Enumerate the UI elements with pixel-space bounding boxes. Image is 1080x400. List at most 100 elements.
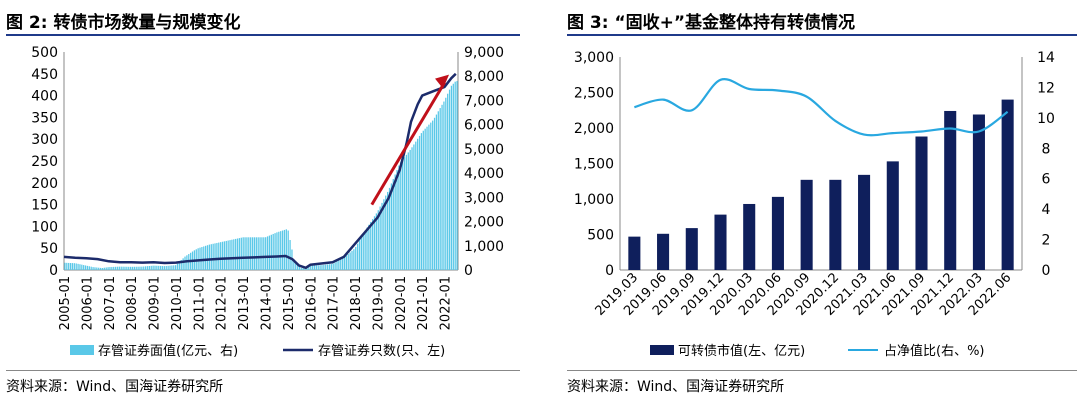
left-chart-bar xyxy=(387,191,389,270)
left-chart-left-tick-label: 200 xyxy=(31,176,58,192)
left-chart-bar xyxy=(154,265,156,270)
right-chart-title: 图 3: “固收+”基金整体持有转债情况 xyxy=(567,13,856,33)
left-chart-bar xyxy=(73,263,75,270)
left-chart-x-tick-label: 2017-01 xyxy=(327,276,342,330)
left-chart-bar xyxy=(113,266,115,270)
left-chart-bar xyxy=(180,260,182,270)
left-chart-bar xyxy=(413,144,415,270)
left-chart-bar xyxy=(236,238,239,270)
left-chart-bar xyxy=(366,227,368,270)
left-chart-bar xyxy=(88,266,90,270)
left-chart-right-tick-label: 3,000 xyxy=(464,190,504,206)
left-chart-bar xyxy=(135,266,137,270)
left-chart-bar xyxy=(77,263,79,270)
left-chart-bar xyxy=(229,240,231,270)
left-chart-bar xyxy=(400,162,402,270)
left-chart-bar xyxy=(141,266,143,270)
right-chart-bar xyxy=(944,110,957,271)
left-chart-bar xyxy=(426,126,428,271)
left-chart-x-tick-label: 2019-01 xyxy=(371,276,386,330)
left-chart-bar xyxy=(161,266,164,270)
left-chart-bar xyxy=(143,266,145,270)
left-chart-bar xyxy=(94,267,96,270)
right-chart-bar xyxy=(886,161,899,270)
left-chart-x-tick-label: 2022-01 xyxy=(439,276,454,330)
left-chart-bar xyxy=(261,237,263,270)
left-chart-bar xyxy=(158,265,160,270)
left-chart-bar xyxy=(66,262,68,270)
left-chart-bar xyxy=(295,263,297,270)
left-chart-x-tick-label: 2018-01 xyxy=(349,276,364,330)
left-chart-bar xyxy=(430,122,432,270)
left-chart-bar xyxy=(353,249,355,270)
left-chart-bar xyxy=(148,266,151,270)
left-chart-bar xyxy=(201,247,203,270)
left-chart-bar xyxy=(302,267,304,270)
left-chart-bar xyxy=(281,230,284,270)
left-chart-bar xyxy=(208,244,211,270)
left-chart-bar xyxy=(218,242,220,270)
right-chart-left-tick-label: 2,500 xyxy=(574,86,614,102)
left-chart-bar xyxy=(221,241,224,270)
left-chart-bar xyxy=(64,262,66,270)
right-chart-right-tick-label: 6 xyxy=(1042,172,1051,188)
left-chart-bar xyxy=(99,267,102,270)
left-chart-bar xyxy=(248,237,250,270)
left-chart-bar xyxy=(330,264,332,270)
left-chart-bar xyxy=(105,267,107,270)
left-chart-bar xyxy=(131,266,134,270)
left-chart-x-tick-label: 2011-01 xyxy=(192,276,207,330)
left-chart-bar xyxy=(420,133,423,270)
left-chart-bar xyxy=(235,238,237,270)
left-chart-x-tick-label: 2014-01 xyxy=(259,276,274,330)
left-chart-bar xyxy=(313,265,316,270)
left-chart-right-tick-label: 5,000 xyxy=(464,142,504,158)
left-chart-bar xyxy=(98,267,100,270)
left-chart-bar xyxy=(334,262,336,270)
left-chart-left-tick-label: 400 xyxy=(31,89,58,105)
right-chart-bar xyxy=(829,179,842,270)
left-chart-bar xyxy=(96,267,98,270)
left-chart-bar xyxy=(418,135,421,270)
left-chart-x-tick-label: 2009-01 xyxy=(148,276,163,330)
left-chart-right-tick-label: 2,000 xyxy=(464,215,504,231)
left-chart-x-tick-label: 2015-01 xyxy=(282,276,297,330)
right-chart-bar xyxy=(714,214,727,270)
left-chart-bar xyxy=(255,237,257,270)
left-chart-bar xyxy=(381,202,383,270)
left-chart-bar xyxy=(124,266,126,270)
left-chart-x-tick-label: 2008-01 xyxy=(125,276,140,330)
left-chart-bar xyxy=(139,266,141,270)
left-chart-bar xyxy=(101,268,104,270)
left-chart-bar xyxy=(146,266,149,270)
left-chart-right-tick-label: 7,000 xyxy=(464,93,504,109)
left-chart-bar xyxy=(203,246,205,270)
left-chart-right-tick-label: 4,000 xyxy=(464,166,504,182)
left-chart-bar xyxy=(358,240,361,270)
left-chart-left-tick-label: 500 xyxy=(31,45,58,61)
left-chart-bar xyxy=(111,266,113,270)
left-chart-bar xyxy=(186,255,188,270)
left-chart-bar xyxy=(137,266,139,270)
left-chart-bar xyxy=(174,265,177,270)
left-chart-bar xyxy=(210,244,212,270)
left-chart-x-tick-label: 2021-01 xyxy=(416,276,431,330)
right-source-note: 资料来源：Wind、国海证券研究所 xyxy=(567,379,785,395)
left-chart-bar xyxy=(220,242,222,270)
left-chart-bar xyxy=(178,261,181,270)
left-chart-bar xyxy=(351,250,353,270)
left-chart-trend-arrow-shaft xyxy=(370,81,446,206)
right-chart-right-tick-label: 8 xyxy=(1042,141,1051,157)
left-chart-bar xyxy=(197,248,199,270)
left-chart-bar xyxy=(109,267,111,270)
left-chart-bar xyxy=(319,265,321,270)
right-title-rule xyxy=(567,34,1077,36)
left-chart-bar xyxy=(253,237,256,270)
left-chart-bar xyxy=(394,174,396,270)
left-chart-bar xyxy=(225,240,227,270)
left-chart-bar xyxy=(356,243,359,270)
left-chart-bar xyxy=(270,234,272,270)
right-chart-bar xyxy=(628,236,641,270)
left-chart-bar xyxy=(90,266,92,270)
